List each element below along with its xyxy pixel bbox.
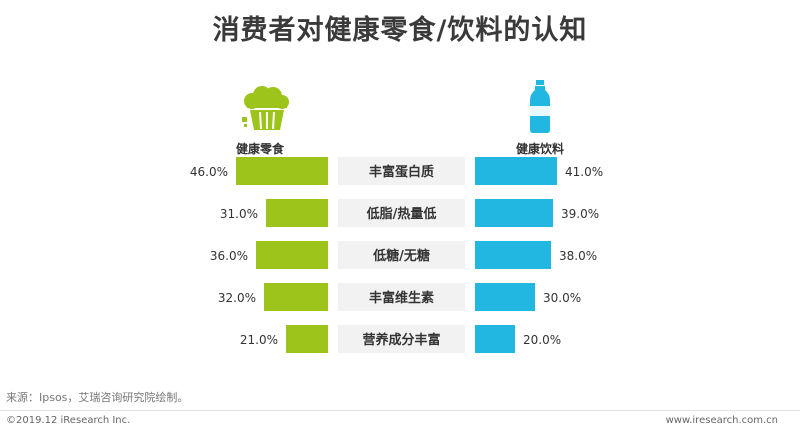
data-label-snack: 46.0%: [190, 165, 228, 179]
data-label-snack: 21.0%: [240, 333, 278, 347]
bar-drink: [475, 157, 557, 185]
category-box: [338, 283, 465, 311]
source-note: 来源：Ipsos，艾瑞咨询研究院绘制。: [6, 391, 189, 404]
bar-drink: [475, 283, 535, 311]
bar-snack: [264, 283, 328, 311]
bottle-icon: [530, 80, 550, 133]
bar-drink: [475, 241, 551, 269]
category-label: 低糖/无糖: [372, 248, 430, 264]
bar-drink: [475, 199, 553, 227]
data-label-snack: 36.0%: [210, 249, 248, 263]
category-label: 低脂/热量低: [366, 206, 437, 222]
category-box: [338, 199, 465, 227]
series-label-snack: 健康零食: [236, 142, 285, 156]
bar-snack: [286, 325, 328, 353]
category-label: 丰富蛋白质: [369, 164, 434, 180]
data-label-drink: 39.0%: [561, 207, 599, 221]
footer-divider: [0, 410, 800, 411]
category-label: 营养成分丰富: [362, 332, 440, 348]
category-box: [338, 325, 465, 353]
data-label-drink: 30.0%: [543, 291, 581, 305]
bar-snack: [256, 241, 328, 269]
data-label-drink: 20.0%: [523, 333, 561, 347]
bar-snack: [266, 199, 328, 227]
copyright-text: ©2019.12 iResearch Inc.: [6, 415, 131, 426]
website-text: www.iresearch.com.cn: [665, 415, 778, 426]
data-label-snack: 31.0%: [220, 207, 258, 221]
bar-snack: [236, 157, 328, 185]
data-label-drink: 41.0%: [565, 165, 603, 179]
data-label-drink: 38.0%: [559, 249, 597, 263]
data-label-snack: 32.0%: [218, 291, 256, 305]
bar-drink: [475, 325, 515, 353]
series-label-drink: 健康饮料: [516, 142, 565, 156]
category-box: [338, 241, 465, 269]
cupcake-icon: [242, 86, 289, 130]
category-box: [338, 157, 465, 185]
category-label: 丰富维生素: [369, 290, 434, 306]
page-title: 消费者对健康零食/饮料的认知: [212, 15, 588, 46]
